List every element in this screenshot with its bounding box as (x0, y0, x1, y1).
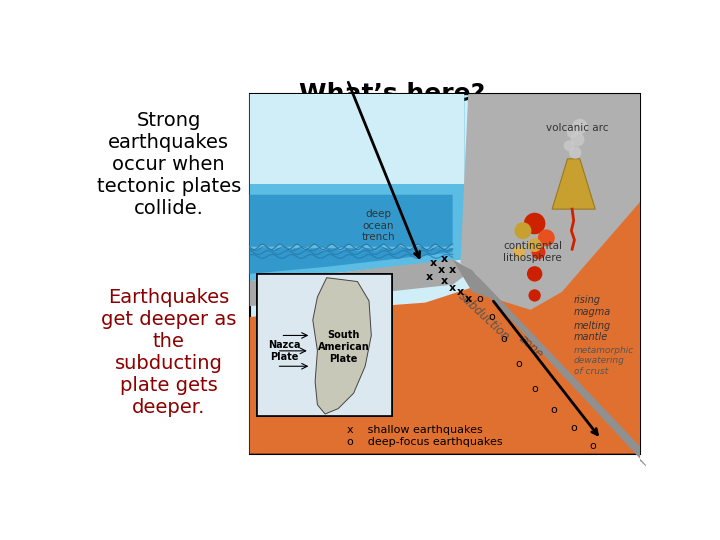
Text: o: o (516, 359, 523, 369)
Text: o: o (531, 384, 538, 394)
Text: oceanic lithosphere: oceanic lithosphere (269, 280, 371, 289)
Polygon shape (552, 159, 595, 209)
FancyBboxPatch shape (257, 274, 392, 416)
Text: x: x (437, 265, 444, 275)
Circle shape (567, 127, 577, 138)
Circle shape (531, 245, 546, 259)
Text: x: x (441, 254, 449, 265)
Polygon shape (250, 195, 453, 274)
Circle shape (569, 146, 581, 159)
Text: x: x (449, 284, 456, 293)
Text: metamorphic
dewatering
of crust: metamorphic dewatering of crust (574, 346, 634, 376)
Text: continental
lithosphere: continental lithosphere (503, 241, 562, 263)
Circle shape (515, 222, 531, 239)
Text: o: o (590, 442, 597, 451)
Polygon shape (453, 260, 655, 475)
Text: Strong
earthquakes
occur when
tectonic plates
collide.: Strong earthquakes occur when tectonic p… (96, 111, 241, 218)
Text: volcanic arc: volcanic arc (546, 123, 609, 133)
Text: rising
magma: rising magma (574, 295, 611, 317)
Text: o: o (551, 406, 557, 415)
Polygon shape (250, 94, 464, 184)
Circle shape (564, 140, 575, 151)
Text: x: x (441, 276, 449, 286)
Text: melting
mantle: melting mantle (574, 321, 611, 342)
Circle shape (538, 230, 555, 246)
Text: x: x (449, 265, 456, 275)
Circle shape (528, 238, 541, 252)
Circle shape (528, 289, 541, 302)
Text: x: x (426, 273, 433, 282)
Polygon shape (250, 94, 640, 454)
Text: x: x (464, 294, 472, 304)
Text: x: x (430, 258, 437, 268)
Polygon shape (461, 94, 640, 310)
Text: zone: zone (516, 332, 546, 360)
Text: o    deep-focus earthquakes: o deep-focus earthquakes (347, 437, 503, 447)
Circle shape (572, 119, 588, 134)
Text: x: x (457, 287, 464, 297)
Circle shape (527, 266, 542, 281)
Text: o: o (488, 312, 495, 322)
Text: o: o (570, 423, 577, 434)
Text: o: o (500, 334, 507, 343)
Text: Earthquakes
get deeper as
the
subducting
plate gets
deeper.: Earthquakes get deeper as the subducting… (101, 288, 236, 417)
Polygon shape (250, 94, 464, 281)
Text: Nazca
Plate: Nazca Plate (268, 340, 300, 362)
Polygon shape (250, 260, 472, 306)
Text: o: o (477, 294, 483, 304)
Circle shape (570, 133, 585, 146)
Text: subduction: subduction (456, 290, 512, 344)
Polygon shape (312, 278, 372, 414)
Text: x    shallow earthquakes: x shallow earthquakes (347, 425, 483, 435)
FancyBboxPatch shape (257, 274, 392, 416)
Text: What’s here?: What’s here? (299, 82, 485, 106)
Text: deep
ocean
trench: deep ocean trench (361, 209, 395, 242)
Circle shape (513, 246, 525, 259)
Polygon shape (250, 202, 640, 454)
Circle shape (524, 213, 546, 234)
Text: South
American
Plate: South American Plate (318, 330, 369, 363)
